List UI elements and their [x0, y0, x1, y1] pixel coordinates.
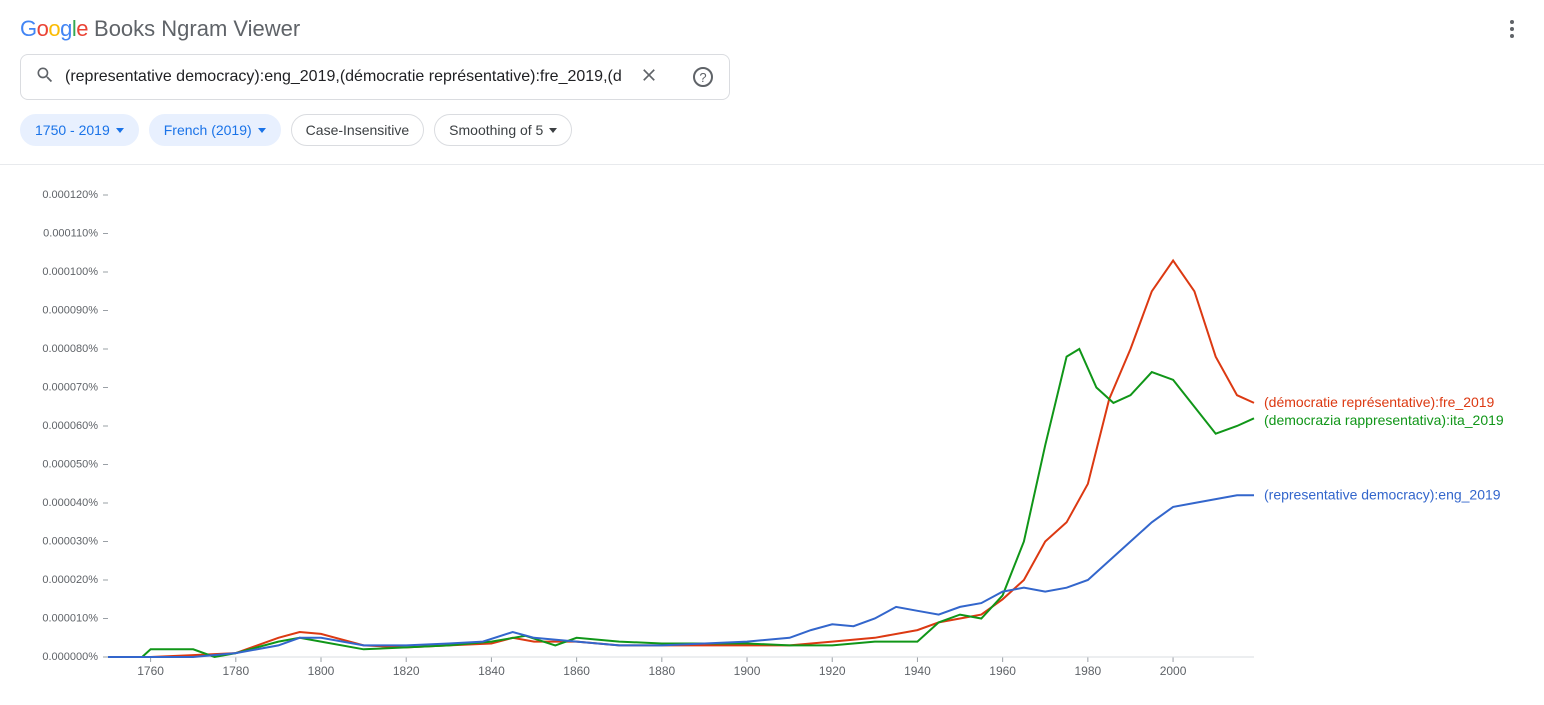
svg-text:0.000020%: 0.000020%	[42, 574, 98, 586]
svg-text:1880: 1880	[648, 664, 675, 678]
more-menu-icon[interactable]	[1500, 17, 1524, 41]
svg-text:2000: 2000	[1160, 664, 1187, 678]
svg-text:1960: 1960	[989, 664, 1016, 678]
svg-text:0.000060%: 0.000060%	[42, 420, 98, 432]
chip-year-range[interactable]: 1750 - 2019	[20, 114, 139, 146]
svg-text:0.000100%: 0.000100%	[42, 266, 98, 278]
svg-text:0.000070%: 0.000070%	[42, 382, 98, 394]
chevron-down-icon	[549, 128, 557, 133]
chart-svg: 0.000000% 0.000010% 0.000020% 0.000030% 0.00…	[20, 185, 1524, 685]
svg-text:0.000000%: 0.000000%	[42, 651, 98, 663]
svg-text:(representative democracy):eng: (representative democracy):eng_2019	[1264, 486, 1501, 502]
svg-text:0.000110%: 0.000110%	[43, 228, 98, 240]
svg-text:1980: 1980	[1074, 664, 1101, 678]
svg-text:0.000040%: 0.000040%	[42, 497, 98, 509]
svg-text:1760: 1760	[137, 664, 164, 678]
help-icon: ?	[693, 67, 713, 87]
app-header: Google Books Ngram Viewer	[0, 0, 1544, 54]
svg-text:1800: 1800	[308, 664, 335, 678]
svg-text:1900: 1900	[734, 664, 761, 678]
chevron-down-icon	[258, 128, 266, 133]
svg-text:0.000090%: 0.000090%	[42, 305, 98, 317]
svg-text:1820: 1820	[393, 664, 420, 678]
brand: Google Books Ngram Viewer	[20, 16, 300, 42]
svg-text:0.000050%: 0.000050%	[42, 459, 98, 471]
close-icon	[639, 65, 659, 90]
svg-text:1940: 1940	[904, 664, 931, 678]
svg-text:0.000010%: 0.000010%	[42, 613, 98, 625]
chip-corpus[interactable]: French (2019)	[149, 114, 281, 146]
svg-text:0.000080%: 0.000080%	[42, 343, 98, 355]
search-box: ?	[20, 54, 730, 100]
filter-chips: 1750 - 2019 French (2019) Case-Insensiti…	[0, 114, 1544, 165]
svg-text:1780: 1780	[222, 664, 249, 678]
chip-label: Smoothing of 5	[449, 122, 543, 138]
svg-text:1920: 1920	[819, 664, 846, 678]
svg-text:0.000030%: 0.000030%	[42, 536, 98, 548]
search-row: ?	[0, 54, 1544, 114]
search-icon	[35, 65, 55, 90]
chip-label: French (2019)	[164, 122, 252, 138]
svg-text:1860: 1860	[563, 664, 590, 678]
chip-smoothing[interactable]: Smoothing of 5	[434, 114, 572, 146]
svg-text:0.000120%: 0.000120%	[42, 189, 98, 201]
svg-text:(democrazia rappresentativa):i: (democrazia rappresentativa):ita_2019	[1264, 412, 1504, 428]
help-button[interactable]: ?	[685, 59, 721, 95]
product-name: Books Ngram Viewer	[94, 16, 300, 42]
clear-button[interactable]	[631, 59, 667, 95]
ngram-chart: 0.000000% 0.000010% 0.000020% 0.000030% 0.00…	[0, 165, 1544, 685]
svg-text:1840: 1840	[478, 664, 505, 678]
chip-label: 1750 - 2019	[35, 122, 110, 138]
chip-label: Case-Insensitive	[306, 122, 410, 138]
chevron-down-icon	[116, 128, 124, 133]
chip-case[interactable]: Case-Insensitive	[291, 114, 425, 146]
google-logo: Google	[20, 16, 88, 42]
search-input[interactable]	[65, 68, 621, 86]
svg-text:(démocratie représentative):fr: (démocratie représentative):fre_2019	[1264, 394, 1495, 410]
